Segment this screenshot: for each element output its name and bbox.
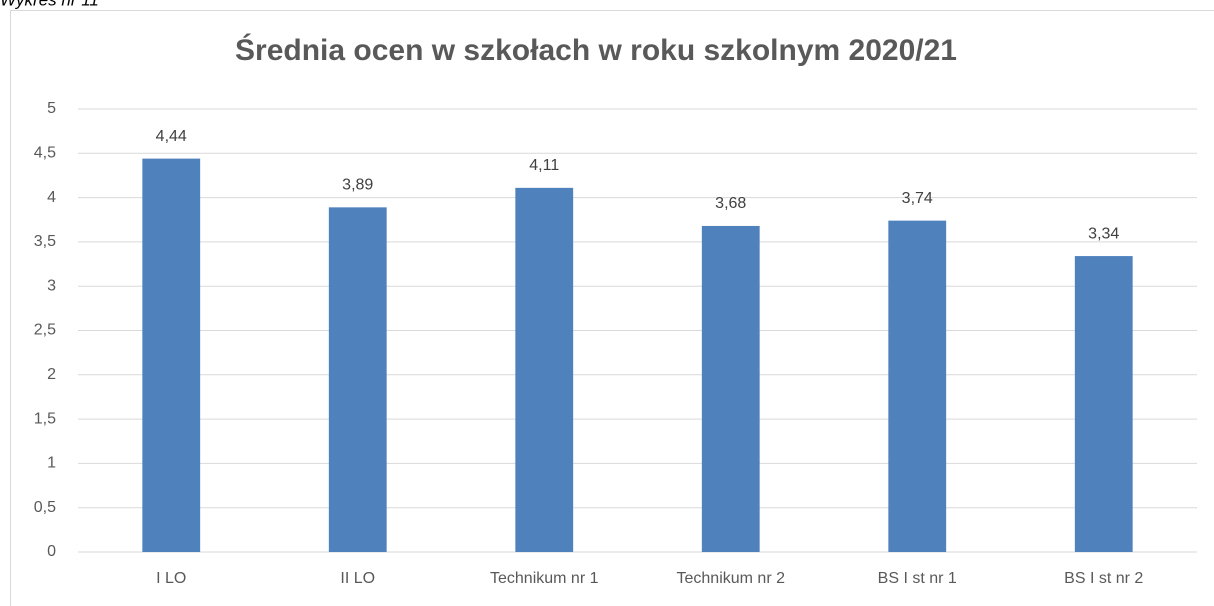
chart-caption: Wykres nr 11 bbox=[0, 0, 99, 9]
data-label: 3,68 bbox=[715, 195, 746, 212]
bar bbox=[515, 187, 574, 552]
x-tick-label: BS I st nr 2 bbox=[1064, 570, 1143, 587]
data-label: 4,11 bbox=[529, 157, 559, 174]
y-tick-label: 3,5 bbox=[34, 233, 56, 250]
data-label: 4,44 bbox=[156, 128, 187, 145]
x-tick-label: I LO bbox=[156, 570, 186, 587]
x-tick-label: Technikum nr 1 bbox=[490, 570, 599, 587]
y-tick-label: 0,5 bbox=[34, 499, 56, 516]
y-tick-label: 1,5 bbox=[34, 410, 56, 427]
x-tick-label: BS I st nr 1 bbox=[878, 570, 957, 587]
y-tick-label: 4 bbox=[47, 189, 56, 206]
x-tick-label: II LO bbox=[340, 570, 375, 587]
y-tick-label: 0 bbox=[47, 543, 56, 560]
bar bbox=[328, 207, 387, 552]
y-tick-label: 3 bbox=[47, 277, 56, 294]
data-label: 3,89 bbox=[342, 177, 373, 194]
y-tick-label: 2,5 bbox=[34, 322, 56, 339]
bar bbox=[142, 158, 201, 552]
bar bbox=[1074, 256, 1133, 552]
data-label: 3,74 bbox=[902, 190, 933, 207]
chart-frame bbox=[10, 10, 1214, 606]
chart-title: Średnia ocen w szkołach w roku szkolnym … bbox=[235, 33, 957, 67]
y-tick-label: 2 bbox=[47, 366, 56, 383]
y-tick-label: 1 bbox=[47, 455, 56, 472]
y-tick-label: 5 bbox=[47, 100, 56, 117]
data-label: 3,34 bbox=[1088, 225, 1119, 242]
bar bbox=[701, 225, 760, 552]
bar bbox=[888, 220, 947, 553]
x-tick-label: Technikum nr 2 bbox=[677, 570, 786, 587]
y-tick-label: 4,5 bbox=[34, 145, 56, 162]
